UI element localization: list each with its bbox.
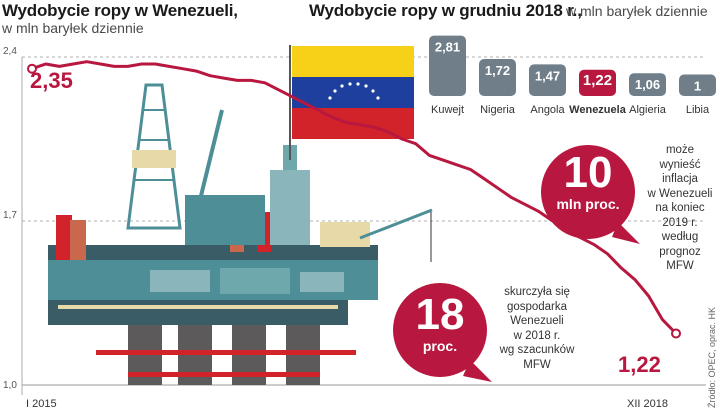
bar-category-label: Wenezuela: [569, 104, 627, 116]
inflation-note-line: może: [665, 144, 695, 156]
gdp-note-line: MFW: [523, 358, 551, 371]
gdp-note-line: Wenezueli: [510, 315, 564, 327]
source-note: Źródło: OPEC, oprac. HK: [707, 306, 717, 408]
inflation-note-line: MFW: [666, 260, 694, 272]
line-start-label: 2,35: [30, 68, 73, 93]
bar-value-label: 1,22: [583, 72, 612, 89]
gdp-note: skurczyła się gospodarka Wenezueli w 201…: [492, 285, 582, 372]
bar-category-label: Angola: [530, 104, 565, 116]
callout-shapes: [393, 145, 640, 382]
line-start-point: [27, 63, 37, 74]
inflation-note-line: wynieść: [659, 158, 701, 171]
inflation-number: 10: [563, 148, 613, 197]
inflation-callout: 10 mln proc.: [541, 148, 635, 213]
inflation-note-line: na koniec: [655, 202, 705, 214]
inflation-note-line: prognoz: [659, 245, 701, 258]
gdp-note-line: w 2018 r.: [513, 329, 561, 342]
x-tick-start: I 2015: [26, 398, 57, 410]
gdp-note-line: wg szacunków: [499, 344, 575, 356]
bar-chart-layer: 2,81 Kuwejt 1,72 Nigeria 1,47 Angola 1,22 Wenez…: [429, 35, 716, 116]
inflation-note-line: w Wenezueli: [647, 187, 713, 200]
gdp-number: 18: [415, 290, 465, 339]
bar-chart-subtitle: w mln baryłek dziennie: [566, 3, 708, 19]
y-tick-top: 2,4: [3, 46, 17, 57]
bar-chart-title: Wydobycie ropy w grudniu 2018 r.,: [309, 1, 582, 20]
line-end-point: [671, 328, 681, 339]
bar-libia: [679, 74, 716, 96]
inflation-note-line: według: [661, 231, 699, 243]
gdp-unit: proc.: [422, 338, 458, 354]
inflation-note-line: inflacja: [662, 173, 698, 185]
inflation-callout-circle: [541, 145, 635, 239]
line-end-label: 1,22: [618, 352, 661, 377]
oil-platform-illustration: [48, 45, 433, 385]
x-tick-end: XII 2018: [627, 398, 668, 410]
gdp-callout-circle: [393, 283, 487, 377]
bar-category-label: Nigeria: [480, 104, 516, 116]
bar-kuwejt: [429, 35, 466, 96]
inflation-note-line: 2019 r.: [662, 216, 698, 229]
bar-value-label: 1: [694, 79, 701, 94]
gdp-callout: 18 proc.: [393, 290, 487, 355]
flag-blue-stripe: [292, 77, 414, 108]
bar-value-label: 1,47: [535, 68, 560, 83]
bar-value-label: 2,81: [435, 40, 460, 55]
bar-category-label: Libia: [686, 104, 710, 116]
y-tick-mid: 1,7: [3, 210, 17, 221]
gdp-note-line: gospodarka: [506, 300, 568, 313]
bar-value-label: 1,72: [485, 63, 510, 78]
inflation-note: może wynieść inflacja w Wenezueli na kon…: [640, 143, 720, 274]
flag-yellow-stripe: [292, 46, 414, 77]
line-chart-subtitle: w mln baryłek dziennie: [2, 20, 144, 36]
inflation-unit: mln proc.: [556, 196, 620, 212]
bar-category-label: Algieria: [629, 104, 667, 116]
y-tick-bottom: 1,0: [3, 380, 17, 391]
bar-value-label: 1,06: [635, 77, 660, 92]
bar-angola: [529, 64, 566, 96]
bar-nigeria: [479, 59, 516, 96]
line-chart-title: Wydobycie ropy w Wenezueli,: [2, 1, 238, 20]
bar-category-label: Kuwejt: [431, 104, 464, 116]
bar-wenezuela: [579, 69, 616, 96]
gdp-note-line: skurczyła się: [504, 286, 570, 298]
bar-algieria: [629, 73, 666, 96]
